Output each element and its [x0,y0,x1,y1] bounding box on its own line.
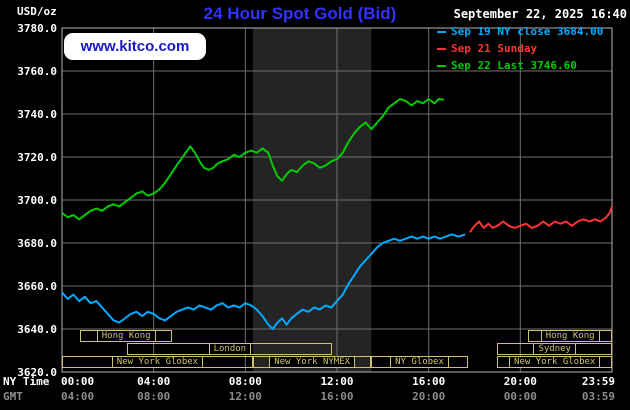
y-axis-tick-label: 3660.0 [17,280,57,293]
datetime-label: September 22, 2025 16:40 [453,7,627,21]
price-line-sep19-ny-close [61,233,466,330]
x-axis-tick-label-gmt: 04:00 [61,390,94,403]
legend-label: Sep 21 Sunday [451,42,538,55]
price-line-sep22-last [61,98,445,221]
x-axis-tick-label-gmt: 12:00 [229,390,262,403]
plot-border [61,27,613,373]
y-axis-tick-label: 3740.0 [17,108,57,121]
x-axis-tick-label-gmt: 16:00 [320,390,353,403]
legend-item-sep22-last: Sep 22 Last 3746.60 [437,59,603,72]
x-axis-tick-label-gmt: 08:00 [137,390,170,403]
y-axis-tick-label: 3680.0 [17,237,57,250]
x-axis-tick-label-ny: 08:00 [229,375,262,388]
legend: Sep 19 NY close 3684.00 Sep 21 Sunday Se… [437,25,603,72]
sep22-line-swatch-icon [437,64,446,67]
y-axis-tick-label: 3760.0 [17,65,57,78]
x-axis-tick-label-ny: 23:59 [582,375,615,388]
y-axis-tick-label: 3640.0 [17,323,57,336]
kitco-watermark-text: www.kitco.com [80,38,190,55]
chart-title: 24 Hour Spot Gold (Bid) [203,4,397,23]
legend-item-sep21-sunday: Sep 21 Sunday [437,42,603,55]
x-axis-tick-label-gmt: 03:59 [582,390,615,403]
legend-label: Sep 19 NY close 3684.00 [451,25,604,38]
ny-time-axis-label: NY Time [3,375,50,388]
kitco-watermark-link[interactable]: www.kitco.com [64,33,206,60]
y-axis-tick-label: 3620.0 [17,366,57,379]
x-axis-tick-label-gmt: 20:00 [412,390,445,403]
sep21-line-swatch-icon [437,47,446,50]
gmt-axis-label: GMT [3,390,23,403]
price-line-sep21-sunday [469,206,613,233]
y-axis-tick-label: 3720.0 [17,151,57,164]
x-axis-tick-label-gmt: 00:00 [504,390,537,403]
x-axis-tick-label-ny: 00:00 [61,375,94,388]
y-axis-tick-label: 3700.0 [17,194,57,207]
x-axis-tick-label-ny: 04:00 [137,375,170,388]
x-axis-tick-label-ny: 20:00 [504,375,537,388]
x-axis-tick-label-ny: 12:00 [320,375,353,388]
y-axis-unit-label: USD/oz [17,5,57,18]
y-axis-tick-label: 3780.0 [17,22,57,35]
legend-item-sep19-close: Sep 19 NY close 3684.00 [437,25,603,38]
legend-label: Sep 22 Last 3746.60 [451,59,577,72]
x-axis-tick-label-ny: 16:00 [412,375,445,388]
sep19-line-swatch-icon [437,30,446,33]
